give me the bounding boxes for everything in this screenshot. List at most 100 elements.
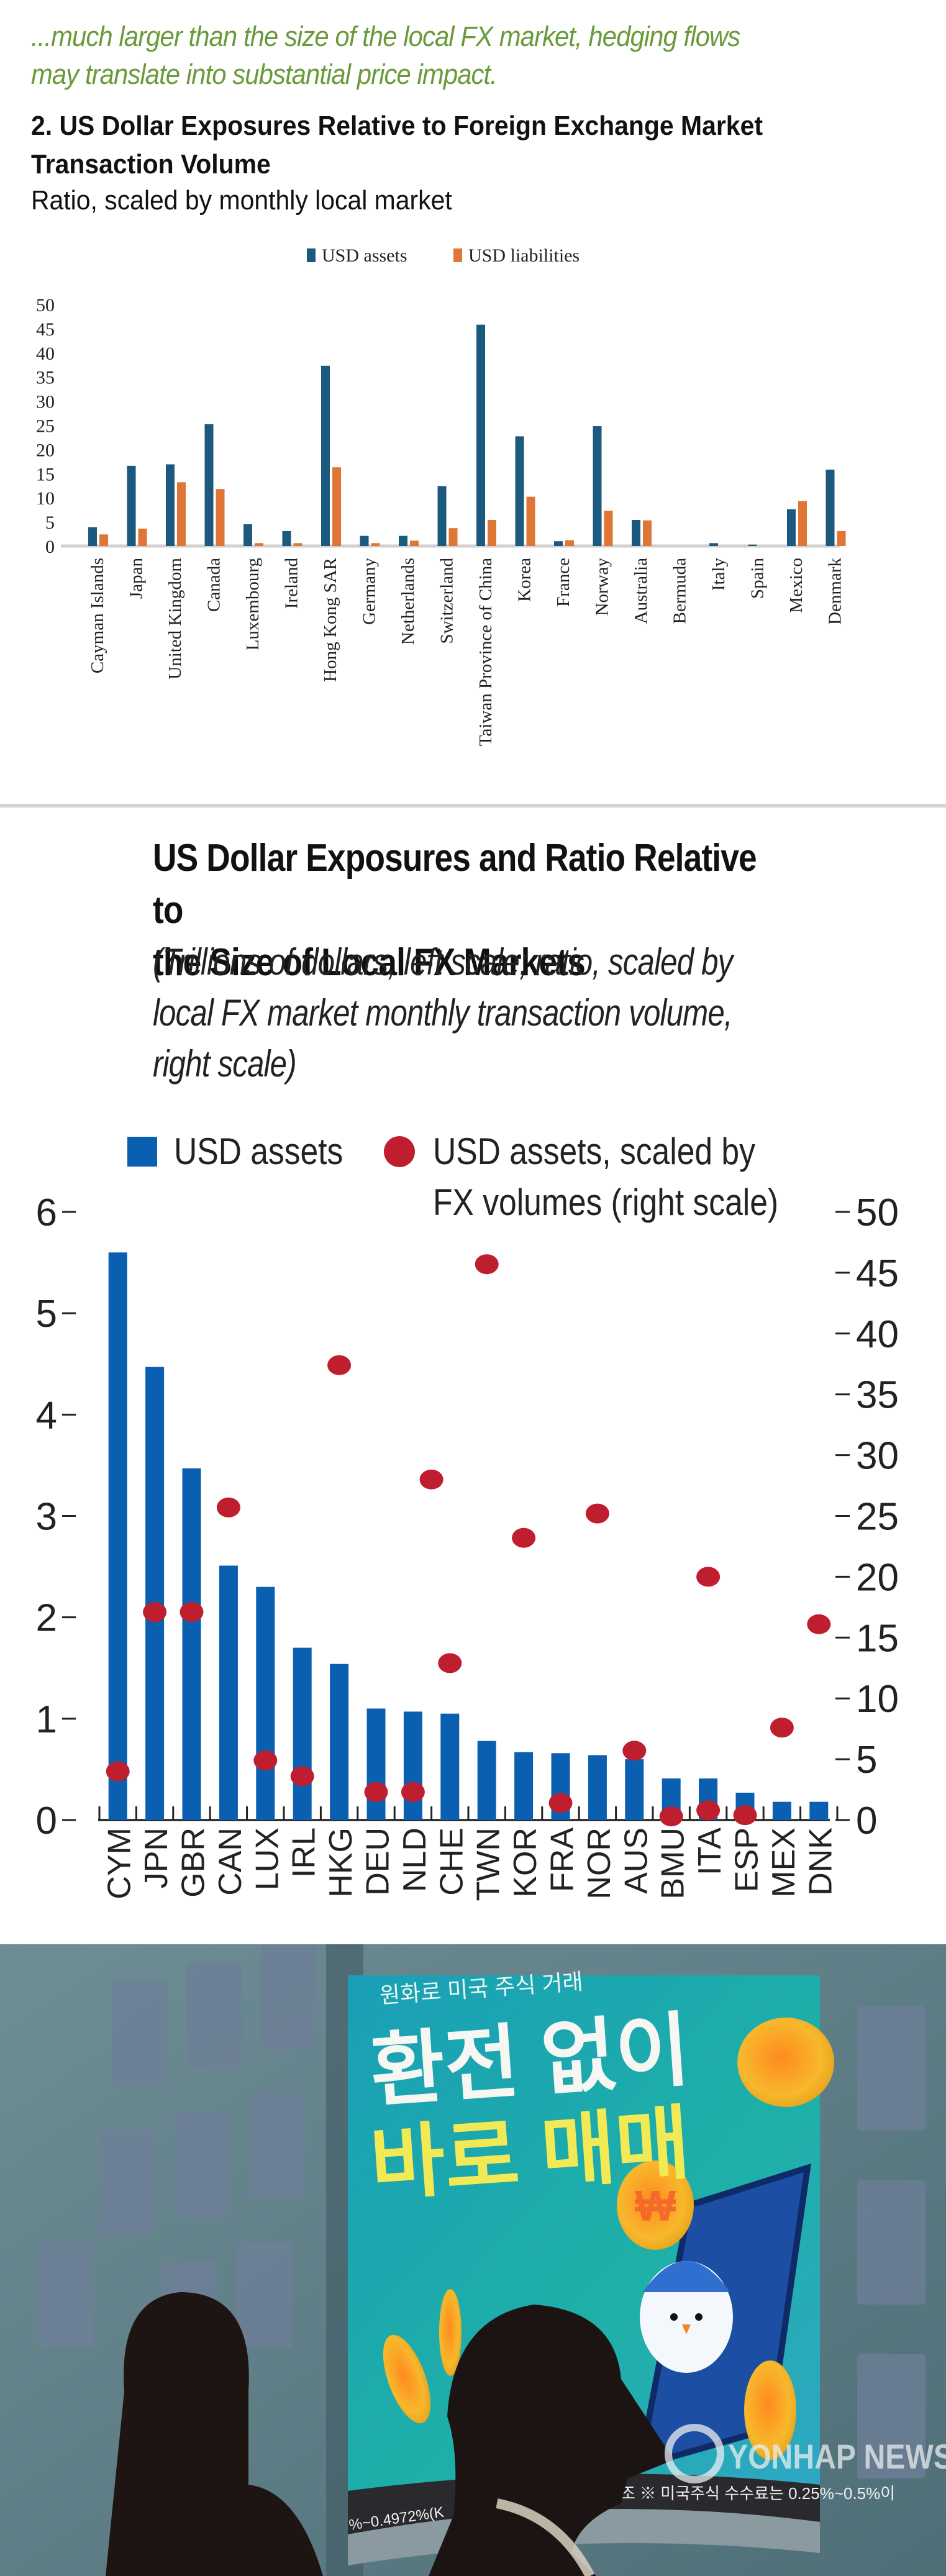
legend-label-scaled-line-1: USD assets, scaled by [433,1130,755,1172]
x-tick-label: GBR [176,1827,212,1898]
yonhap-watermark: YONHAP NEWS [665,2424,946,2483]
bar-usd-liabilities [604,511,613,546]
x-tick-label: CHE [434,1827,470,1896]
left-y-tick-label: 2 [36,1597,57,1640]
dot-scaled-usd-assets [419,1469,443,1490]
dot-scaled-usd-assets [733,1805,757,1826]
chart2-dots [106,1254,831,1827]
chart1-title-line-2: Transaction Volume [31,149,271,180]
legend-swatch-usd-assets [307,248,316,262]
dot-scaled-usd-assets [290,1766,314,1786]
x-tick-label: BMU [655,1827,691,1900]
bar-usd-liabilities [332,467,341,546]
x-tick-label: Korea [515,558,535,602]
won-symbol: ₩ [635,2182,676,2230]
bar-usd-assets [514,1752,534,1820]
x-tick-label: NLD [397,1827,433,1892]
bar-usd-assets [825,470,835,546]
x-tick-label: Norway [593,558,612,616]
legend-label-scaled-line-2: FX volumes (right scale) [433,1181,778,1223]
x-tick-label: CAN [212,1827,248,1896]
intro-line-1: ...much larger than the size of the loca… [31,20,740,52]
dot-scaled-usd-assets [216,1497,240,1518]
dot-scaled-usd-assets [696,1567,721,1587]
bar-usd-assets [256,1586,275,1820]
right-y-tick-label: 20 [856,1556,899,1599]
bar-usd-assets [145,1367,165,1820]
y-tick-label: 5 [45,512,55,533]
bar-usd-assets [204,424,214,546]
bar-usd-assets [282,530,291,546]
person-right-silhouette [429,2305,674,2576]
coin-icon [737,2018,834,2107]
chart1-title-line-1: 2. US Dollar Exposures Relative to Forei… [31,111,763,141]
x-tick-label: ITA [692,1827,728,1875]
dot-scaled-usd-assets [475,1254,499,1275]
dot-scaled-usd-assets [548,1793,573,1813]
chart2-legend: USD assets USD assets, scaled by FX volu… [127,1130,778,1223]
ticker-right-text: 참조 ※ 미국주식 수수료는 0.25%~0.5%이 [606,2484,895,2503]
dot-scaled-usd-assets [770,1718,794,1738]
right-y-tick-label: 35 [856,1374,899,1417]
photo-scene: ₩ 원화로 미국 주식 거래 환전 없이 바로 매매 %~0.4972%(K 참… [0,1944,946,2576]
bar-usd-liabilities [177,482,186,546]
chart2-title: US Dollar Exposures and Ratio Relative t… [153,832,794,989]
bar-usd-liabilities [643,520,652,546]
x-tick-label: Hong Kong SAR [321,557,340,681]
right-y-tick-label: 40 [856,1313,899,1356]
bar-usd-assets [515,436,524,546]
bar-usd-liabilities [371,543,380,546]
x-tick-label: CYM [102,1827,138,1900]
dot-scaled-usd-assets [659,1806,683,1827]
billboard-headline-2: 바로 매매 [368,2097,693,2210]
bar-usd-liabilities [255,543,263,546]
dot-scaled-usd-assets [438,1653,462,1673]
chart2-x-ticks [98,1806,839,1820]
right-y-tick-label: 15 [856,1617,899,1660]
legend-label-usd-assets: USD assets [322,245,407,266]
bar-usd-liabilities [138,528,147,546]
bar-usd-assets [554,541,563,546]
bar-usd-assets [437,486,447,546]
coin-icon-3 [439,2289,462,2376]
dot-scaled-usd-assets [585,1503,609,1524]
chart2-subtitle-line-1: (Trillions of dollars, left scale; ratio… [153,941,733,983]
dot-scaled-usd-assets [401,1782,425,1802]
bar-usd-assets [166,464,175,546]
right-y-tick-label: 50 [856,1191,899,1234]
x-tick-label: MEX [766,1827,802,1898]
right-y-tick-label: 10 [856,1678,899,1721]
bar-usd-assets [330,1663,349,1820]
bar-usd-assets [748,544,757,546]
bar-usd-liabilities [798,501,807,546]
x-tick-label: Ireland [282,558,302,609]
y-tick-label: 35 [36,368,55,388]
x-tick-label: Germany [360,558,380,625]
x-tick-label: KOR [507,1827,543,1898]
person-left-silhouette [106,2292,323,2576]
x-tick-label: Mexico [786,558,806,613]
bar-usd-assets [399,535,407,546]
bar-usd-assets [476,324,485,546]
bar-usd-assets [632,519,640,546]
y-tick-label: 45 [36,319,55,340]
left-y-tick-label: 0 [36,1800,57,1842]
legend-marker-scaled [384,1136,415,1167]
bar-usd-assets [403,1711,422,1820]
bar-usd-assets [709,543,718,546]
dot-scaled-usd-assets [696,1800,721,1821]
legend-label-usd-liabilities: USD liabilities [468,245,580,266]
dot-scaled-usd-assets [180,1602,204,1623]
y-tick-label: 40 [36,344,55,364]
right-y-tick-label: 45 [856,1252,899,1295]
bar-usd-assets [243,524,252,546]
x-tick-label: DEU [360,1827,396,1896]
chart1-subtitle: Ratio, scaled by monthly local market [31,185,452,216]
intro-quote: ...much larger than the size of the loca… [31,17,875,93]
x-tick-label: NOR [581,1827,617,1900]
chart1: USD assets USD liabilities 0 5 10 15 20 25 30 3… [36,245,846,746]
chart2-right-axis: 0 5 10 15 20 25 30 35 40 45 50 [835,1191,899,1842]
x-tick-label: DNK [803,1827,839,1896]
x-tick-label: FRA [545,1827,581,1892]
x-tick-label: Netherlands [398,558,418,645]
